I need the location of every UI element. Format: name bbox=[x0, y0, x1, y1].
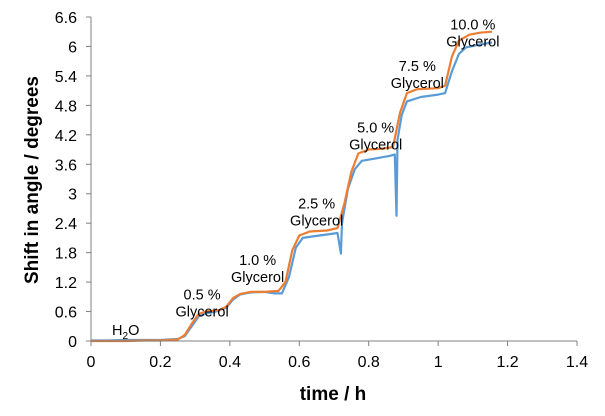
series-line-2 bbox=[91, 30, 493, 343]
y-tick-label: 3 bbox=[68, 187, 77, 204]
y-tick-label: 4.8 bbox=[55, 98, 77, 115]
series-line-1 bbox=[91, 41, 493, 342]
annotation-h2o: H2O bbox=[112, 323, 139, 342]
x-axis-title: time / h bbox=[300, 384, 367, 405]
y-tick-label: 4.2 bbox=[55, 128, 77, 145]
x-tick-label: 0.6 bbox=[288, 354, 310, 371]
annotation-g05: 0.5 % Glycerol bbox=[175, 287, 228, 320]
x-tick-label: 1 bbox=[434, 354, 443, 371]
x-tick-label: 0.8 bbox=[358, 354, 380, 371]
annotation-g10: 1.0 % Glycerol bbox=[231, 253, 284, 286]
x-tick-label: 1.2 bbox=[496, 354, 518, 371]
x-tick-label: 0.2 bbox=[149, 354, 171, 371]
annotation-g50: 5.0 % Glycerol bbox=[349, 120, 402, 153]
y-tick-label: 1.8 bbox=[55, 246, 77, 263]
annotation-g25: 2.5 % Glycerol bbox=[290, 196, 343, 229]
y-tick-label: 2.4 bbox=[55, 216, 77, 233]
y-axis-title: Shift in angle / degrees bbox=[22, 76, 43, 284]
y-tick-label: 6 bbox=[68, 39, 77, 56]
annotation-g75: 7.5 % Glycerol bbox=[391, 59, 444, 92]
y-tick-label: 0 bbox=[68, 334, 77, 351]
y-tick-label: 0.6 bbox=[55, 305, 77, 322]
x-tick-label: 1.4 bbox=[566, 354, 588, 371]
y-tick-label: 6.6 bbox=[55, 10, 77, 27]
x-tick-label: 0 bbox=[87, 354, 96, 371]
x-tick-label: 0.4 bbox=[219, 354, 241, 371]
ticks-layer: 0 0.2 0.4 0.6 0.8 1 1.2 1.4 0 0.6 1.2 1.8 2.4 3 3.6 4.2… bbox=[55, 10, 588, 371]
axes-layer bbox=[90, 17, 577, 342]
y-tick-label: 5.4 bbox=[55, 69, 77, 86]
annotation-g100: 10.0 % Glycerol bbox=[446, 17, 499, 50]
y-tick-label: 3.6 bbox=[55, 157, 77, 174]
y-tick-label: 1.2 bbox=[55, 275, 77, 292]
series-layer bbox=[91, 30, 493, 343]
